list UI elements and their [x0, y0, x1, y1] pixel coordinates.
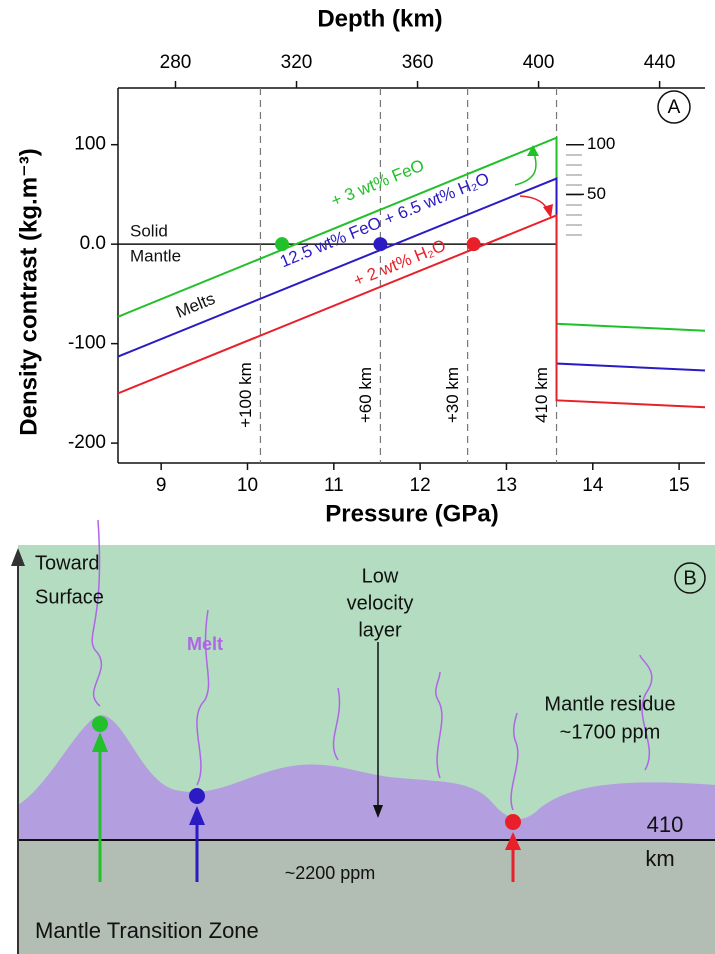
arrowhead [543, 204, 553, 218]
panel-label: A [668, 97, 681, 118]
label: Mantle Transition Zone [35, 918, 259, 943]
melt-layer [18, 715, 715, 840]
series-line [117, 213, 706, 409]
panel-b: B Toward Surface Melt Low velocity layer… [11, 519, 715, 954]
point [373, 237, 388, 252]
annotation: Melts [173, 289, 218, 322]
y-tick-label: -200 [68, 432, 106, 453]
y-tick-label: 100 [74, 134, 106, 155]
label: 410 [647, 812, 684, 837]
label: km [645, 846, 674, 871]
x2-tick-label: 440 [644, 52, 676, 73]
x-title: Pressure (GPa) [325, 500, 498, 527]
x-tick-label: 15 [669, 475, 690, 496]
point [466, 237, 481, 252]
panel-badge [657, 90, 691, 124]
x2-title: Depth (km) [317, 5, 442, 32]
panel-label: B [683, 567, 696, 589]
x-tick-label: 12 [410, 475, 431, 496]
lvl-arrowhead [373, 805, 383, 818]
annotation: Solid [130, 221, 168, 240]
point [275, 237, 290, 252]
label: ~1700 ppm [560, 721, 661, 743]
x2-tick-label: 320 [281, 52, 313, 73]
dot [189, 788, 205, 804]
curved-arrow [519, 195, 549, 213]
y-tick-label: -100 [68, 333, 106, 354]
x-tick-label: 9 [156, 475, 167, 496]
x2-tick-label: 280 [160, 52, 192, 73]
x-tick-label: 11 [324, 475, 344, 496]
y-tick-label: 0.0 [80, 233, 106, 254]
axis-arrowhead [11, 548, 25, 566]
arrowhead [527, 145, 539, 156]
x-tick-label: 10 [237, 475, 258, 496]
label: Surface [35, 586, 104, 608]
x2-tick-label: 360 [402, 52, 434, 73]
inset-tick-label: 100 [587, 134, 615, 153]
label: Mantle residue [544, 693, 675, 715]
ref-line-label: +30 km [443, 367, 462, 423]
label: velocity [347, 592, 414, 614]
inset-tick-label: 50 [587, 184, 606, 203]
x-tick-label: 14 [582, 475, 604, 496]
melt-label: Melt [187, 634, 223, 654]
ref-line-label: +60 km [356, 367, 375, 423]
ref-line-label: +100 km [236, 362, 255, 428]
dot [505, 814, 521, 830]
annotation: Mantle [130, 246, 181, 265]
y-title: Density contrast (kg.m⁻³) [15, 148, 42, 435]
melt-squiggles [91, 519, 653, 811]
up-arrows [92, 732, 521, 882]
label: Toward [35, 552, 99, 574]
transition-zone-bg [18, 840, 715, 954]
label: layer [358, 619, 402, 641]
panel-badge [674, 562, 706, 594]
label: Low [362, 565, 399, 587]
dot [92, 716, 108, 732]
x-tick-label: 13 [496, 475, 517, 496]
label: ~2200 ppm [285, 863, 376, 883]
ref-line-label: 410 km [532, 367, 551, 423]
x2-tick-label: 400 [523, 52, 555, 73]
